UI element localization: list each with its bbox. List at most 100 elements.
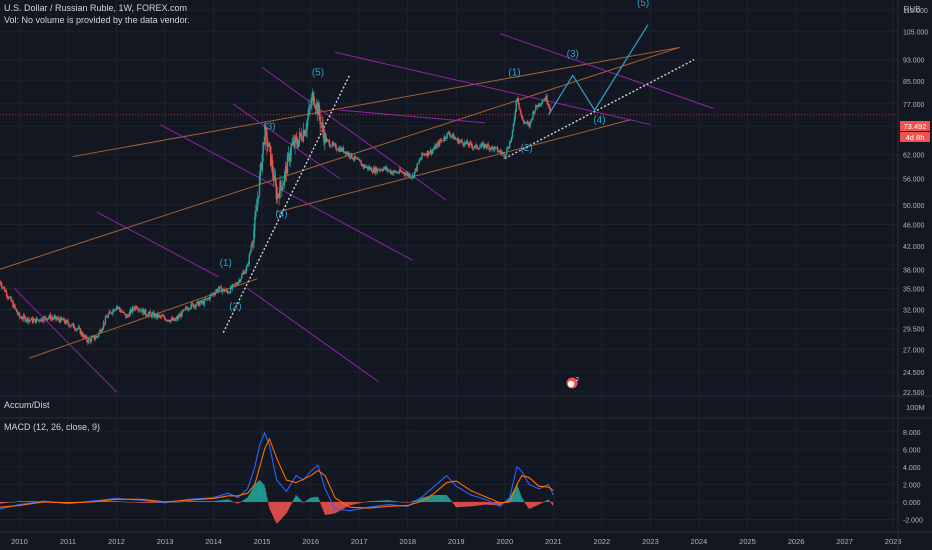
candle-body: [534, 110, 536, 113]
macd-histogram-bar: [336, 501, 338, 513]
candle-body: [103, 322, 106, 324]
candle-body: [289, 155, 292, 162]
macd-histogram-bar: [131, 501, 133, 503]
candle-body: [306, 120, 308, 130]
macd-histogram-bar: [391, 500, 393, 502]
macd-histogram-bar: [525, 501, 528, 505]
wave-label: (4): [593, 115, 605, 126]
candle-body: [130, 309, 133, 313]
wave-label: (5): [312, 67, 324, 78]
channel-line: [72, 46, 680, 158]
candle-body: [545, 95, 547, 101]
candle-body: [155, 313, 157, 318]
candle-body: [55, 315, 57, 320]
candle-body: [244, 270, 247, 274]
candle-body: [339, 148, 341, 152]
event-marker-icon[interactable]: 2: [565, 376, 579, 390]
macd-histogram-bar: [370, 500, 373, 502]
candle-body: [45, 318, 48, 320]
macd-histogram-bar: [275, 501, 277, 524]
candle-body: [336, 149, 338, 151]
candle-body: [381, 169, 383, 171]
macd-histogram-bar: [506, 499, 508, 502]
x-tick-label: 2020: [496, 537, 513, 546]
macd-histogram-bar: [366, 501, 368, 503]
macd-histogram-bar: [355, 501, 358, 504]
macd-histogram-bar: [173, 501, 176, 503]
y-tick-label: 62.000: [903, 153, 925, 160]
macd-histogram-bar: [145, 501, 148, 503]
candle-body: [207, 297, 209, 299]
candle-body: [73, 323, 75, 329]
macd-histogram-bar: [487, 501, 489, 505]
candle-body: [449, 133, 451, 137]
candle-body: [222, 288, 224, 291]
candle-body: [274, 175, 277, 184]
candle-body: [276, 193, 278, 200]
candle-body: [419, 159, 421, 161]
macd-histogram-bar: [534, 501, 536, 507]
macd-histogram-bar: [204, 501, 206, 502]
macd-histogram-bar: [358, 501, 360, 504]
macd-histogram-bar: [479, 501, 481, 506]
macd-histogram-bar: [215, 500, 218, 502]
candle-body: [108, 311, 110, 315]
macd-histogram-bar: [362, 501, 364, 503]
candle-body: [301, 139, 304, 141]
candle-body: [31, 317, 34, 323]
macd-histogram-bar: [536, 501, 538, 506]
macd-histogram-bar: [154, 501, 156, 503]
candle-body: [435, 145, 437, 149]
candle-body: [362, 164, 364, 167]
candle-body: [145, 314, 148, 316]
macd-histogram-bar: [439, 494, 442, 502]
candle-body: [1, 285, 3, 288]
x-tick-label: 2021: [545, 537, 562, 546]
macd-histogram-bar: [528, 501, 530, 509]
macd-histogram-bar: [327, 501, 330, 515]
macd-histogram-bar: [240, 501, 242, 503]
candle-body: [288, 153, 291, 162]
accum-dist-title[interactable]: Accum/Dist: [4, 400, 50, 410]
macd-title[interactable]: MACD (12, 26, close, 9): [4, 422, 101, 432]
macd-histogram-bar: [477, 501, 479, 506]
candle-body: [113, 309, 115, 312]
candle-body: [129, 309, 132, 312]
candle-body: [387, 170, 390, 171]
macd-histogram-bar: [0, 501, 1, 504]
channel-line: [247, 288, 379, 383]
current-price-tag[interactable]: [900, 121, 930, 131]
wave-label: (4): [275, 209, 287, 220]
candle-body: [275, 183, 278, 200]
macd-histogram-bar: [294, 497, 296, 502]
candle-body: [367, 166, 369, 170]
macd-histogram-bar: [359, 501, 361, 504]
candle-body: [80, 331, 82, 335]
trend-channels: [0, 33, 714, 393]
candle-body: [92, 336, 95, 337]
macd-histogram-bar: [305, 500, 307, 502]
candle-body: [473, 147, 475, 149]
macd-histogram-bar: [280, 501, 282, 520]
macd-histogram-bar: [402, 501, 404, 503]
candle-body: [438, 140, 441, 146]
macd-histogram-bar: [116, 501, 118, 502]
candle-body: [424, 154, 426, 155]
channel-line: [232, 103, 341, 179]
candle-body: [203, 299, 206, 305]
candle-body: [247, 264, 250, 265]
candle-body: [420, 157, 422, 160]
candle-body: [59, 317, 62, 323]
macd-histogram-bar: [122, 501, 124, 503]
x-tick-label: 2027: [836, 537, 853, 546]
candle-body: [206, 298, 208, 300]
candle-body: [66, 320, 68, 322]
candle-body: [170, 319, 172, 322]
candle-body: [168, 319, 170, 322]
macd-histogram-bar: [203, 501, 206, 502]
macd-histogram-bar: [232, 501, 234, 503]
macd-histogram-bar: [486, 501, 488, 505]
candle-body: [357, 159, 360, 160]
macd-histogram-bar: [343, 501, 346, 509]
